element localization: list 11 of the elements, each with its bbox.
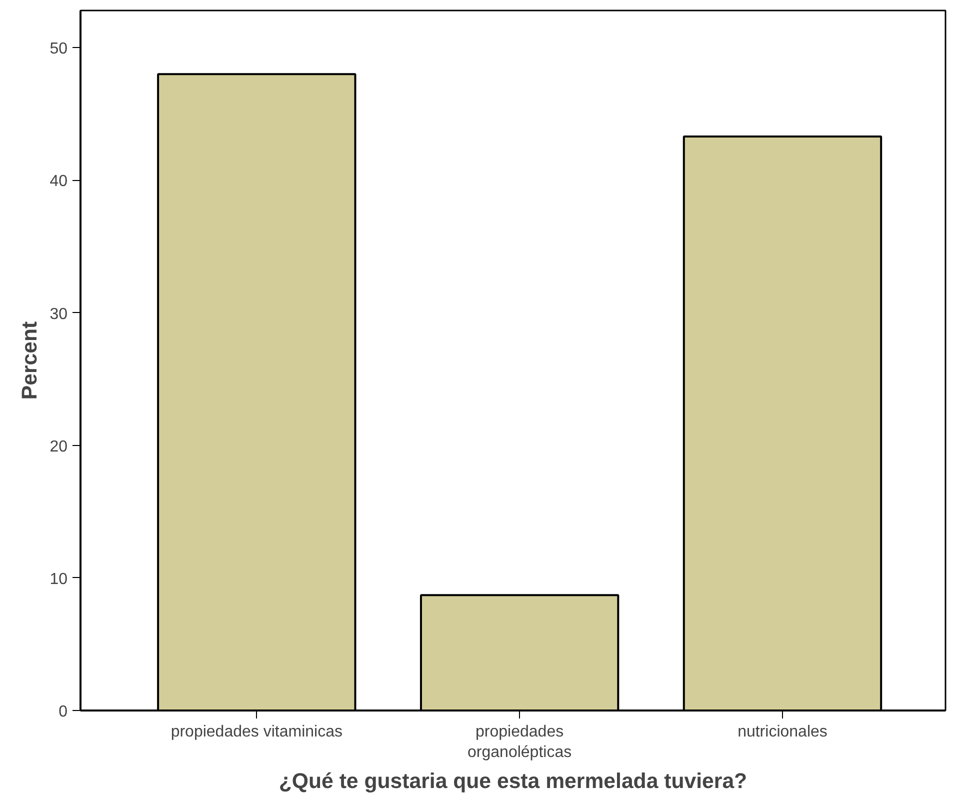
y-tick-label: 30 bbox=[50, 306, 68, 323]
x-tick-label: propiedades organolépticas bbox=[468, 724, 572, 761]
x-tick-label: propiedades vitaminicas bbox=[170, 724, 342, 740]
x-axis-title: ¿Qué te gustaria que esta mermelada tuviera? bbox=[278, 768, 748, 793]
y-tick-label: 40 bbox=[50, 173, 68, 190]
y-tick-label: 50 bbox=[50, 40, 68, 58]
x-tick-label: nutricionales bbox=[738, 724, 828, 740]
y-axis-title: Percent bbox=[18, 321, 42, 400]
y-tick-label: 0 bbox=[58, 704, 68, 720]
y-tick-label: 10 bbox=[50, 570, 68, 588]
y-tick-label: 20 bbox=[50, 438, 68, 456]
